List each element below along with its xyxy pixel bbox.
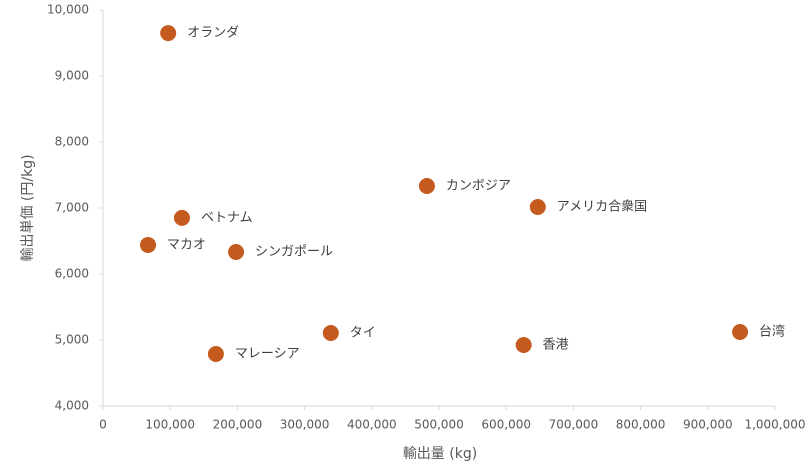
point: [515, 337, 532, 354]
x-tick-label: 100,000: [145, 418, 195, 432]
point-label: カンボジア: [446, 179, 511, 194]
x-tick-label: 700,000: [549, 418, 599, 432]
y-tick-label: 7,000: [55, 201, 89, 215]
y-tick-label: 8,000: [55, 135, 89, 149]
y-tick-label: 4,000: [55, 399, 89, 413]
point: [160, 25, 177, 42]
point-label: 香港: [543, 338, 569, 353]
point-label: オランダ: [187, 26, 239, 41]
point: [173, 209, 190, 226]
x-tick-label: 900,000: [683, 418, 733, 432]
y-tick-label: 9,000: [55, 69, 89, 83]
point: [322, 325, 339, 342]
y-axis-title: 輸出単価 (円/kg): [20, 154, 36, 261]
x-tick-label: 300,000: [280, 418, 330, 432]
point-label: ベトナム: [201, 210, 253, 225]
x-tick-label: 400,000: [347, 418, 397, 432]
x-tick-label: 600,000: [481, 418, 531, 432]
point-label: アメリカ合衆国: [557, 199, 647, 215]
point: [418, 178, 435, 195]
y-tick-label: 10,000: [47, 3, 89, 17]
point-label: シンガポール: [255, 245, 333, 260]
x-tick-label: 800,000: [616, 418, 666, 432]
x-tick-label: 200,000: [213, 418, 263, 432]
point-label: タイ: [350, 326, 376, 341]
point: [732, 324, 749, 341]
point: [140, 236, 157, 253]
x-tick-label: 0: [99, 418, 107, 432]
point-label: 台湾: [759, 324, 785, 340]
y-tick-label: 6,000: [55, 267, 89, 281]
point-label: マレーシア: [235, 346, 300, 361]
x-tick-label: 1,000,000: [744, 418, 805, 432]
y-tick-label: 5,000: [55, 333, 89, 347]
point: [207, 345, 224, 362]
point: [228, 244, 245, 261]
x-axis-title: 輸出量 (kg): [403, 446, 477, 462]
point-label: マカオ: [167, 237, 206, 252]
point: [529, 199, 546, 216]
x-tick-label: 500,000: [414, 418, 464, 432]
